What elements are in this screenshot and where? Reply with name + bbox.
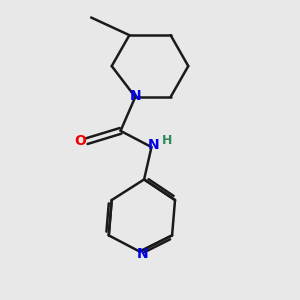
Text: N: N (137, 247, 148, 261)
Text: H: H (162, 134, 172, 147)
Text: N: N (130, 88, 141, 103)
Text: O: O (74, 134, 86, 148)
Text: N: N (148, 138, 160, 152)
